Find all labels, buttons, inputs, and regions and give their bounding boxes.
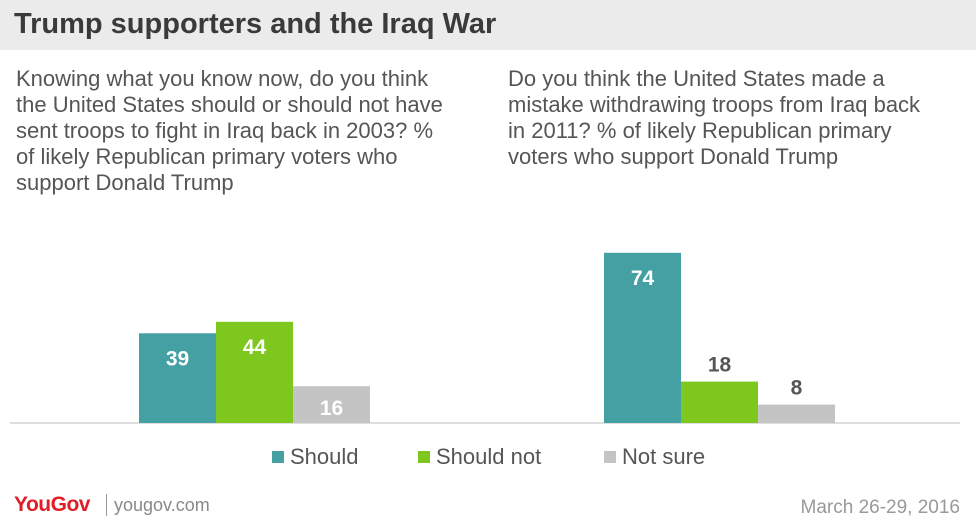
- data-label-chart2-not-sure: 8: [791, 377, 803, 400]
- bar-chart2-not-sure: [758, 404, 835, 423]
- footer-date: March 26-29, 2016: [800, 497, 961, 518]
- legend-swatch-not-sure: [604, 451, 616, 463]
- question-1-text: Knowing what you know now, do you think …: [16, 66, 443, 195]
- title-bar: Trump supporters and the Iraq War: [0, 0, 976, 50]
- legend-swatch-should-not: [418, 451, 430, 463]
- question-2-text: Do you think the United States made a mi…: [508, 66, 921, 169]
- legend-item-should: Should: [272, 444, 359, 470]
- bar-chart: 39 44 16 74 18 8: [10, 252, 960, 424]
- data-label-chart1-should: 39: [166, 347, 189, 370]
- bar-chart1-not-sure: [293, 386, 370, 423]
- bar-chart2-should: [604, 252, 681, 423]
- data-label-chart2-should: 74: [631, 267, 655, 290]
- footer-site-link[interactable]: yougov.com: [114, 495, 210, 515]
- data-label-chart1-should-not: 44: [243, 336, 267, 359]
- bar-chart2-should-not: [681, 381, 758, 423]
- page-title: Trump supporters and the Iraq War: [14, 8, 497, 40]
- yougov-logo: YouGov: [14, 493, 90, 516]
- bar-chart1-should: [139, 333, 216, 423]
- legend-swatch-should: [272, 451, 284, 463]
- legend-item-should-not: Should not: [418, 444, 541, 470]
- legend-label-should: Should: [290, 444, 359, 469]
- bar-chart1-should-not: [216, 321, 293, 423]
- data-label-chart1-not-sure: 16: [320, 397, 343, 420]
- data-label-chart2-should-not: 18: [708, 354, 732, 377]
- legend-label-should-not: Should not: [436, 444, 542, 469]
- legend-label-not-sure: Not sure: [622, 444, 706, 469]
- legend: Should Should not Not sure: [0, 444, 976, 470]
- legend-item-not-sure: Not sure: [604, 444, 705, 470]
- footer-divider: [106, 494, 107, 516]
